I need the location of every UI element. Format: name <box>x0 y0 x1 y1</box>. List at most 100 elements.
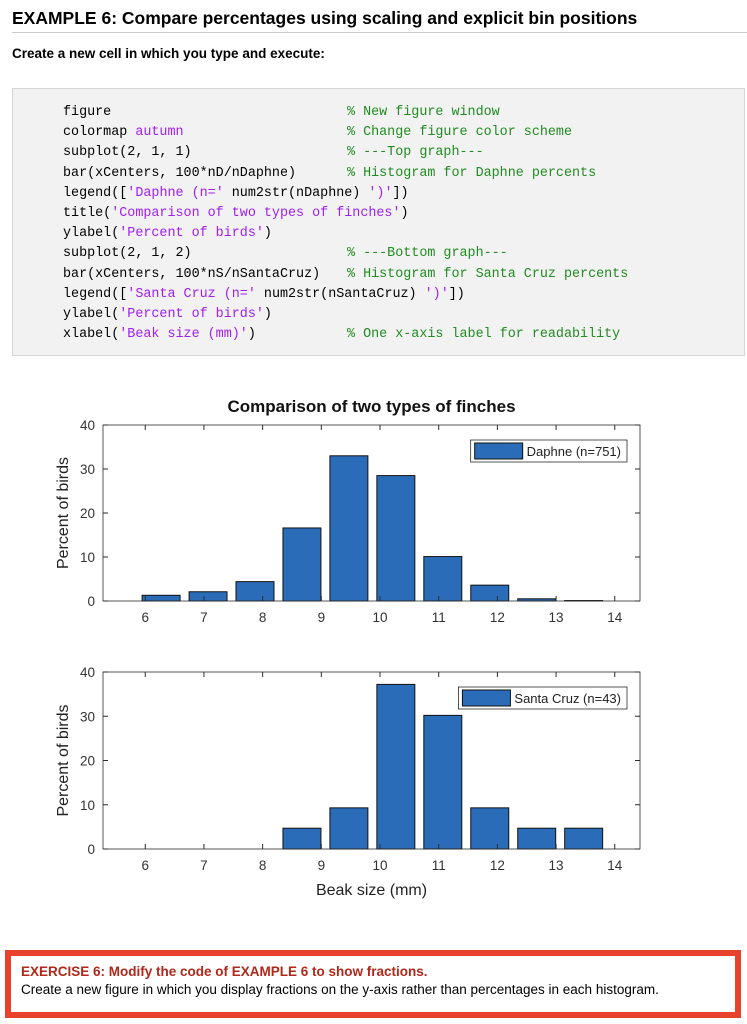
code-token: ) <box>263 306 272 322</box>
x-tick-label: 14 <box>607 858 623 873</box>
code-token: 'Daphne (n=' <box>127 185 224 201</box>
y-axis-label: Percent of birds <box>55 704 72 816</box>
y-tick-label: 0 <box>87 842 95 857</box>
x-tick-label: 11 <box>432 610 446 625</box>
code-token: bar(xCenters, 100*nS/nSantaCruz) <box>63 266 321 282</box>
code-line: bar(xCenters, 100*nS/nSantaCruz) % Histog… <box>63 265 628 285</box>
bar <box>376 683 416 850</box>
code-line: figure % New figure window <box>63 103 500 123</box>
y-tick-label: 10 <box>80 798 95 813</box>
code-line: ylabel('Percent of birds') <box>63 224 465 244</box>
code-comment: % ---Bottom graph--- <box>347 246 508 262</box>
bar <box>470 584 510 602</box>
page-title: EXAMPLE 6: Compare percentages using sca… <box>12 8 638 28</box>
x-tick-label: 11 <box>432 858 446 873</box>
code-token: colormap <box>63 125 136 141</box>
bar <box>282 827 322 850</box>
bar <box>329 807 369 850</box>
x-tick-label: 6 <box>141 858 149 873</box>
code-token: autumn <box>135 125 184 141</box>
bar <box>517 827 557 850</box>
y-tick-label: 30 <box>80 709 95 724</box>
code-token: bar(xCenters, 100*nD/nDaphne) <box>63 165 297 181</box>
code-line: title('Comparison of two types of finche… <box>63 204 465 224</box>
code-token: legend([ <box>63 286 128 302</box>
code-line: legend(['Santa Cruz (n=' num2str(nSantaC… <box>63 285 465 305</box>
charts: Comparison of two types of finches Percen… <box>55 397 641 899</box>
legend-swatch <box>461 689 511 707</box>
bar <box>235 581 275 602</box>
code-token: ')' <box>368 185 393 201</box>
bar <box>470 807 510 850</box>
code-comment: % ---Top graph--- <box>347 145 484 161</box>
code-line: bar(xCenters, 100*nD/nDaphne) % Histogram… <box>63 164 596 184</box>
code-token: ylabel( <box>63 306 120 322</box>
x-tick-label: 14 <box>607 610 623 625</box>
x-tick-label: 12 <box>490 858 505 873</box>
bar <box>188 591 228 602</box>
legend: Daphne (n=751) <box>470 439 628 463</box>
y-tick-label: 0 <box>87 594 95 609</box>
y-tick-label: 40 <box>80 665 95 680</box>
legend-label: Santa Cruz (n=43) <box>514 691 621 706</box>
code-line: ylabel('Percent of birds') <box>63 305 465 325</box>
code-token: ]) <box>448 286 465 302</box>
code-token: ')' <box>424 286 449 302</box>
code-line: subplot(2, 1, 1) % ---Top graph--- <box>63 143 484 163</box>
x-tick-label: 7 <box>200 858 208 873</box>
code-token: num2str(nDaphne) <box>223 185 369 201</box>
x-tick-label: 9 <box>318 610 326 625</box>
exercise-title: EXERCISE 6: Modify the code of EXAMPLE 6… <box>21 964 428 979</box>
y-tick-label: 20 <box>80 506 95 521</box>
code-line: subplot(2, 1, 2) % ---Bottom graph--- <box>63 244 508 264</box>
code-token: figure <box>63 105 112 120</box>
code-line: xlabel('Beak size (mm)') % One x-axis lab… <box>63 325 620 345</box>
code-token: subplot(2, 1, 2) <box>63 246 192 262</box>
instruction: Create a new cell in which you type and … <box>12 46 325 61</box>
x-tick-label: 12 <box>490 610 505 625</box>
legend: Santa Cruz (n=43) <box>458 686 628 710</box>
code-comment: % Change figure color scheme <box>347 125 572 141</box>
bar <box>282 527 322 602</box>
code-comment: % New figure window <box>347 105 500 120</box>
x-tick-label: 8 <box>259 858 267 873</box>
code-line: colormap autumn % Change figure color sch… <box>63 123 572 143</box>
code: figure % New figure window colormap autumn… <box>63 103 628 345</box>
x-tick-label: 13 <box>549 858 564 873</box>
legend-label: Daphne (n=751) <box>527 444 621 459</box>
exercise-text: Create a new figure in which you display… <box>21 982 659 997</box>
x-tick-label: 13 <box>549 610 564 625</box>
y-tick-label: 30 <box>80 462 95 477</box>
bar <box>564 827 604 850</box>
code-token: num2str(nSantaCruz) <box>255 286 425 302</box>
bar <box>329 455 369 602</box>
y-axis-label: Percent of birds <box>55 457 72 569</box>
bar <box>423 556 463 602</box>
code-comment: % Histogram for Daphne percents <box>347 165 597 181</box>
code-block: figure % New figure window colormap autumn… <box>12 88 745 356</box>
x-tick-label: 8 <box>259 610 267 625</box>
code-token: ) <box>400 205 409 221</box>
code-comment: % Histogram for Santa Cruz percents <box>347 266 629 282</box>
code-line: legend(['Daphne (n=' num2str(nDaphne) ')… <box>63 184 465 204</box>
code-token: 'Comparison of two types of finches' <box>111 205 401 221</box>
code-token: ]) <box>392 185 409 201</box>
bar <box>376 475 416 602</box>
code-token: subplot(2, 1, 1) <box>63 145 192 161</box>
code-token: 'Santa Cruz (n=' <box>127 286 256 302</box>
x-tick-label: 10 <box>372 858 387 873</box>
y-tick-label: 20 <box>80 754 95 769</box>
x-tick-label: 6 <box>141 610 149 625</box>
bar <box>141 594 181 602</box>
code-token: ylabel( <box>63 226 120 242</box>
code-token: title( <box>63 205 112 221</box>
title-rule <box>12 32 747 33</box>
code-token: 'Percent of birds' <box>119 226 264 242</box>
x-tick-label: 10 <box>372 610 387 625</box>
x-tick-label: 9 <box>318 858 326 873</box>
code-token: 'Beak size (mm)' <box>119 327 248 343</box>
exercise-box: EXERCISE 6: Modify the code of EXAMPLE 6… <box>5 950 741 1018</box>
code-token: 'Percent of birds' <box>119 306 264 322</box>
code-token: ) <box>263 226 272 242</box>
